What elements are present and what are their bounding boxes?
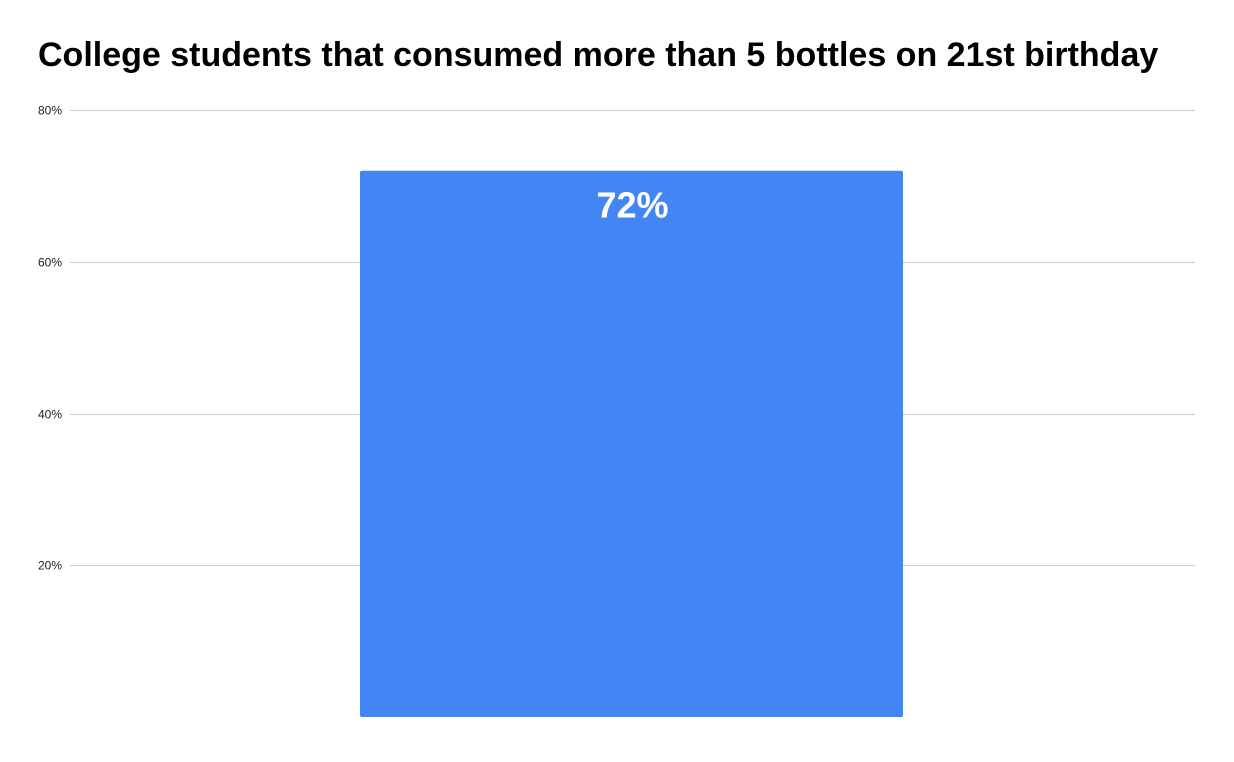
y-tick-label: 80% <box>38 104 62 118</box>
bar-data-label: 72% <box>596 185 668 226</box>
chart-title: College students that consumed more than… <box>38 36 1159 74</box>
y-axis-ticks: 20% 40% 60% 80% <box>38 104 62 573</box>
data-labels: 72% <box>596 185 668 226</box>
y-tick-label: 20% <box>38 559 62 573</box>
bars <box>360 170 903 717</box>
y-tick-label: 40% <box>38 408 62 422</box>
bar <box>360 170 903 717</box>
y-tick-label: 60% <box>38 256 62 270</box>
